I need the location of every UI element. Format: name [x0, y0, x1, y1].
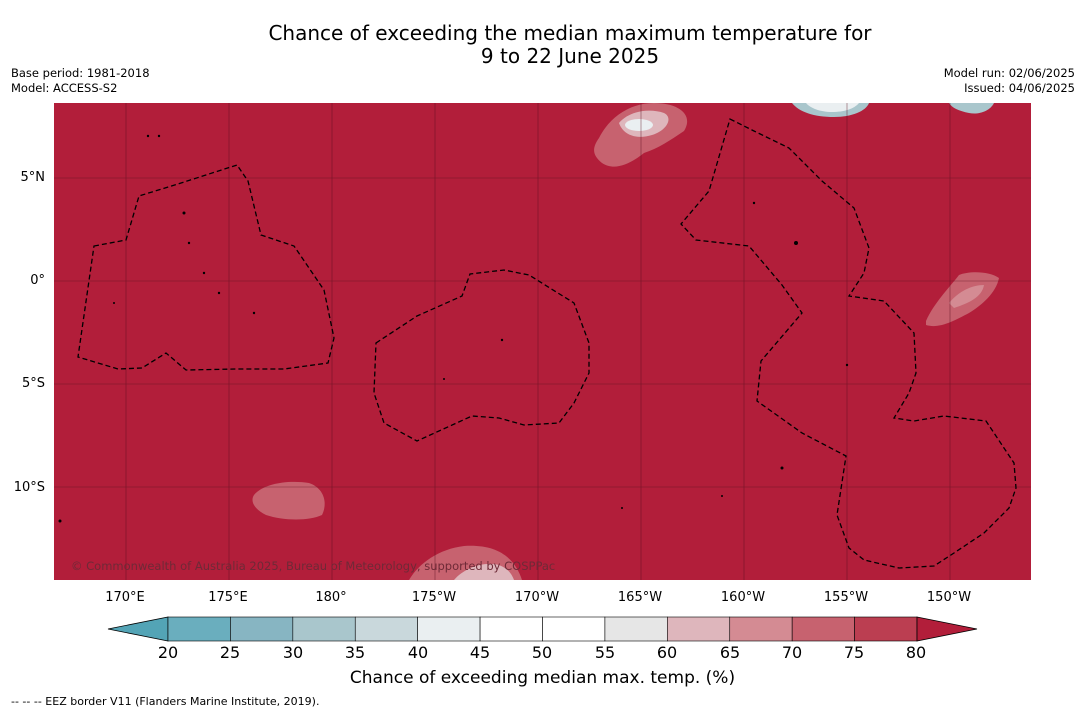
x-tick-150w: 150°W: [926, 590, 972, 605]
colorbar-label: 65: [719, 643, 741, 662]
y-tick-5n: 5°N: [20, 170, 46, 185]
patch-top-right-b: [949, 103, 994, 114]
colorbar: [107, 616, 978, 642]
eez-legend-footer: -- -- -- EEZ border V11 (Flanders Marine…: [11, 695, 320, 708]
eez-borders: [77, 118, 1017, 569]
colorbar-label: 30: [282, 643, 304, 662]
map-panel: © Commonwealth of Australia 2025, Bureau…: [54, 103, 1031, 580]
colorbar-swatch: [667, 616, 731, 642]
island: [217, 291, 221, 295]
colorbar-over-arrow: [916, 616, 978, 642]
colorbar-swatch: [417, 616, 481, 642]
patch-north-center-core: [625, 119, 653, 131]
colorbar-label: 75: [843, 643, 865, 662]
x-tick-180: 180°: [315, 590, 347, 605]
island: [182, 211, 186, 215]
x-tick-170e: 170°E: [105, 590, 145, 605]
map-background: [54, 103, 1031, 580]
model-name: Model: ACCESS-S2: [11, 80, 118, 95]
patch-east-inner: [949, 285, 984, 308]
colorbar-label: 35: [344, 643, 366, 662]
colorbar-label: 45: [469, 643, 491, 662]
issued-date: Issued: 04/06/2025: [964, 80, 1075, 95]
island: [752, 201, 756, 205]
colorbar-swatch: [542, 616, 606, 642]
island: [58, 519, 62, 523]
colorbar-label: 20: [157, 643, 179, 662]
colorbar-label: 50: [531, 643, 553, 662]
graticule: [54, 103, 1031, 580]
title-line-2: 9 to 22 June 2025: [480, 44, 660, 68]
colorbar-swatch: [729, 616, 793, 642]
y-tick-0: 0°: [30, 273, 45, 288]
meta-right: Model run: 02/06/2025 Issued: 04/06/2025: [944, 66, 1075, 95]
x-tick-155w: 155°W: [823, 590, 869, 605]
colorbar-label: 55: [594, 643, 616, 662]
colorbar-swatches: [167, 616, 918, 642]
map-copyright: © Commonwealth of Australia 2025, Bureau…: [71, 559, 555, 573]
x-tick-170w: 170°W: [514, 590, 560, 605]
colorbar-swatch: [604, 616, 668, 642]
colorbar-swatch: [354, 616, 418, 642]
island: [252, 311, 256, 315]
chart-title: Chance of exceeding the median maximum t…: [0, 22, 1085, 68]
anomaly-patches: [252, 103, 999, 580]
colorbar-label: 80: [905, 643, 927, 662]
island: [845, 363, 849, 367]
patch-southwest: [252, 481, 325, 520]
colorbar-swatch: [292, 616, 356, 642]
island: [500, 338, 504, 342]
island: [146, 134, 150, 138]
island: [187, 241, 191, 245]
island: [780, 466, 784, 470]
island: [794, 241, 798, 245]
island: [443, 378, 445, 380]
x-tick-165w: 165°W: [617, 590, 663, 605]
model-run: Model run: 02/06/2025: [943, 66, 1075, 80]
island: [621, 507, 623, 509]
colorbar-title: Chance of exceeding median max. temp. (%…: [349, 668, 736, 688]
eez-kiribati-gilbert: [77, 164, 335, 371]
title-line-1: Chance of exceeding the median maximum t…: [268, 21, 872, 45]
island: [721, 495, 723, 497]
y-tick-10s: 10°S: [13, 480, 45, 495]
x-tick-175e: 175°E: [208, 590, 248, 605]
colorbar-label: 60: [656, 643, 678, 662]
colorbar-swatch: [854, 616, 918, 642]
x-tick-175w: 175°W: [411, 590, 457, 605]
colorbar-swatch: [230, 616, 294, 642]
x-tick-160w: 160°W: [720, 590, 766, 605]
base-period: Base period: 1981-2018: [11, 66, 150, 80]
island: [202, 271, 206, 275]
islands: [58, 134, 849, 523]
island: [157, 134, 161, 138]
eez-kiribati-phoenix: [373, 269, 590, 442]
meta-left: Base period: 1981-2018 Model: ACCESS-S2: [11, 66, 150, 95]
colorbar-under-arrow: [107, 616, 169, 642]
colorbar-label: 25: [219, 643, 241, 662]
colorbar-swatch: [479, 616, 543, 642]
colorbar-label: 70: [781, 643, 803, 662]
island: [113, 302, 115, 304]
y-tick-5s: 5°S: [21, 376, 45, 391]
colorbar-label: 40: [407, 643, 429, 662]
colorbar-swatch: [791, 616, 855, 642]
patch-south-center-inner: [454, 563, 514, 580]
eez-kiribati-line: [680, 118, 1017, 569]
colorbar-swatch: [167, 616, 231, 642]
patch-top-right-a-inner: [806, 103, 859, 112]
